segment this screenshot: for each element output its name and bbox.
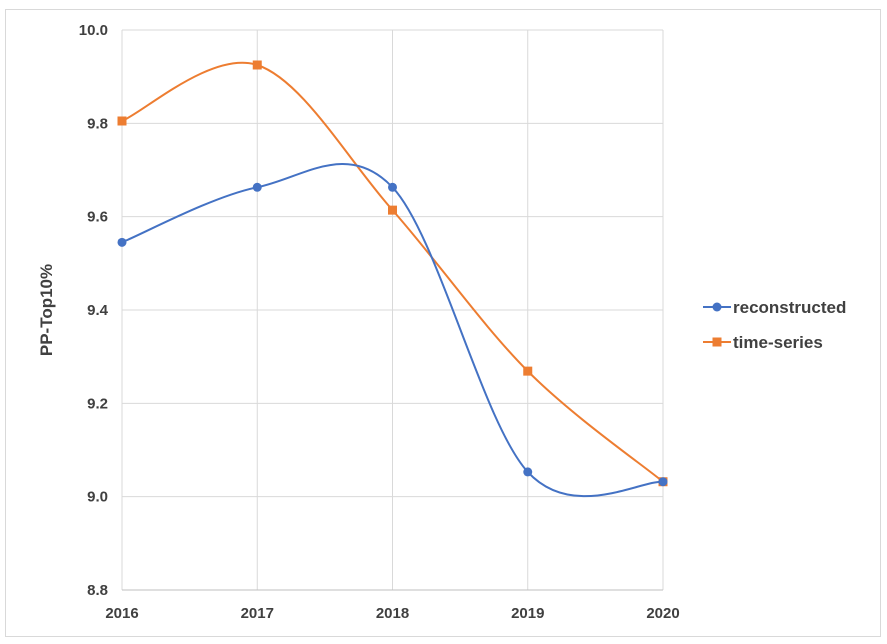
data-point <box>523 366 533 376</box>
legend-label: time-series <box>733 333 823 352</box>
y-tick-label: 10.0 <box>79 22 108 39</box>
data-point <box>117 237 127 247</box>
legend: reconstructed time-series <box>703 298 846 352</box>
series-reconstructed <box>117 163 668 498</box>
y-tick-label: 9.4 <box>87 302 109 319</box>
y-tick-label: 9.8 <box>87 115 108 132</box>
legend-marker <box>712 302 722 312</box>
legend-item-time-series: time-series <box>703 333 823 352</box>
y-tick-label: 9.0 <box>87 489 108 506</box>
y-tick-label: 9.2 <box>87 395 108 412</box>
gridlines <box>121 29 664 591</box>
data-point <box>388 205 397 215</box>
y-axis-ticks: 8.8 9.0 9.2 9.4 9.6 9.8 10.0 <box>79 22 109 599</box>
data-point <box>388 182 397 192</box>
data-point <box>658 477 668 487</box>
x-tick-label: 2019 <box>511 605 544 622</box>
series-lines <box>117 60 668 498</box>
legend-marker <box>712 337 722 347</box>
data-point <box>252 60 262 70</box>
y-axis-title: PP-Top10% <box>37 264 56 356</box>
series-line-reconstructed <box>121 163 664 498</box>
x-tick-label: 2020 <box>646 605 679 622</box>
x-tick-label: 2016 <box>105 605 138 622</box>
x-tick-label: 2018 <box>376 605 409 622</box>
y-tick-label: 8.8 <box>87 582 108 599</box>
data-point <box>117 116 127 126</box>
x-tick-label: 2017 <box>241 605 274 622</box>
legend-label: reconstructed <box>733 298 846 317</box>
line-chart: 8.89.09.29.49.69.810.0 2016 2017 2018 2019 2… <box>37 22 846 622</box>
legend-item-reconstructed: reconstructed <box>703 298 846 317</box>
x-axis-ticks: 2016 2017 2018 2019 2020 <box>105 605 679 622</box>
data-point <box>252 182 262 192</box>
chart-frame: 8.8 9.0 9.2 9.4 9.6 9.8 10.0 2016 2017 2018 2019 2… <box>5 9 881 637</box>
data-point <box>523 467 533 477</box>
y-tick-label: 9.6 <box>87 209 108 226</box>
